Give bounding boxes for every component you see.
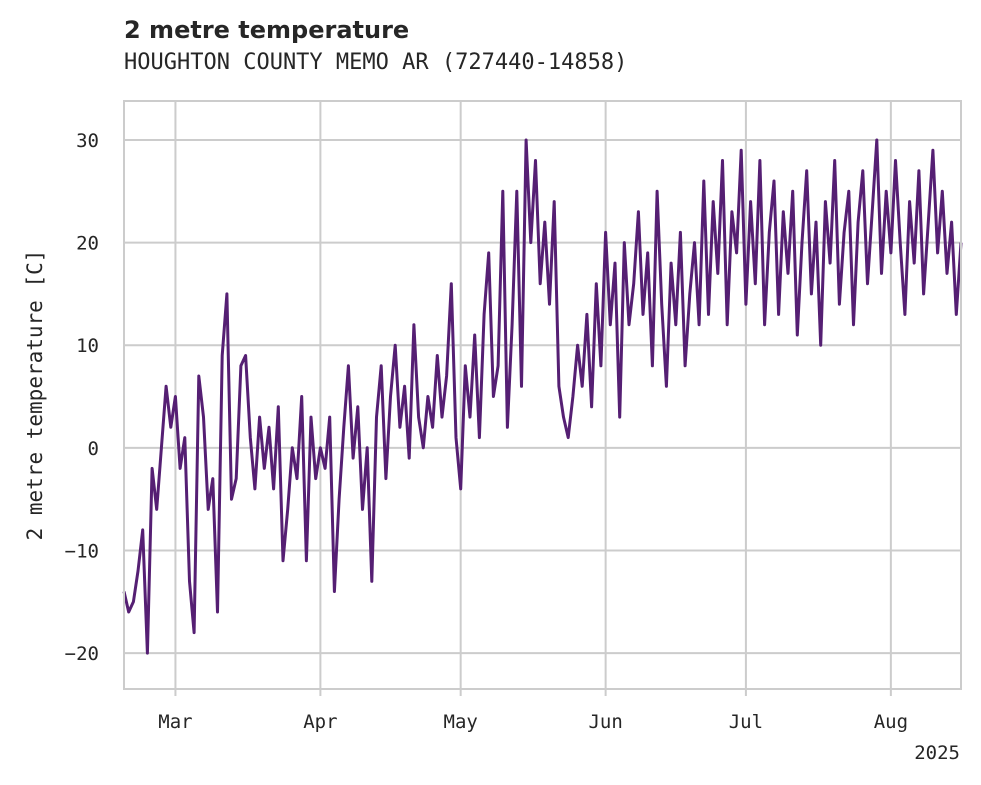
- x-tick-label: Aug: [874, 711, 908, 733]
- chart-subtitle: HOUGHTON COUNTY MEMO AR (727440-14858): [124, 50, 628, 75]
- x-tick-label: Apr: [303, 711, 337, 733]
- plot-frame: [123, 100, 962, 690]
- x-tick-label: Jun: [588, 711, 622, 733]
- y-axis-label: 2 metre temperature [C]: [23, 250, 47, 541]
- x-tick-label: Jul: [729, 711, 763, 733]
- x-tick-labels: Mar Apr May Jun Jul Aug: [158, 711, 908, 733]
- x-offset-label: 2025: [914, 742, 960, 764]
- series-group: [122, 138, 963, 655]
- y-tick-label: 10: [76, 335, 99, 357]
- y-tick-labels: −20 −10 0 10 20 30: [65, 130, 99, 665]
- x-tick-label: May: [444, 711, 478, 733]
- series-line: [122, 138, 963, 655]
- y-tick-label: 30: [76, 130, 99, 152]
- y-tick-label: 0: [88, 438, 99, 460]
- y-tick-label: 20: [76, 233, 99, 255]
- x-tick-label: Mar: [158, 711, 192, 733]
- y-tick-label: −10: [65, 540, 99, 562]
- y-tick-label: −20: [65, 643, 99, 665]
- chart-title: 2 metre temperature: [124, 16, 410, 44]
